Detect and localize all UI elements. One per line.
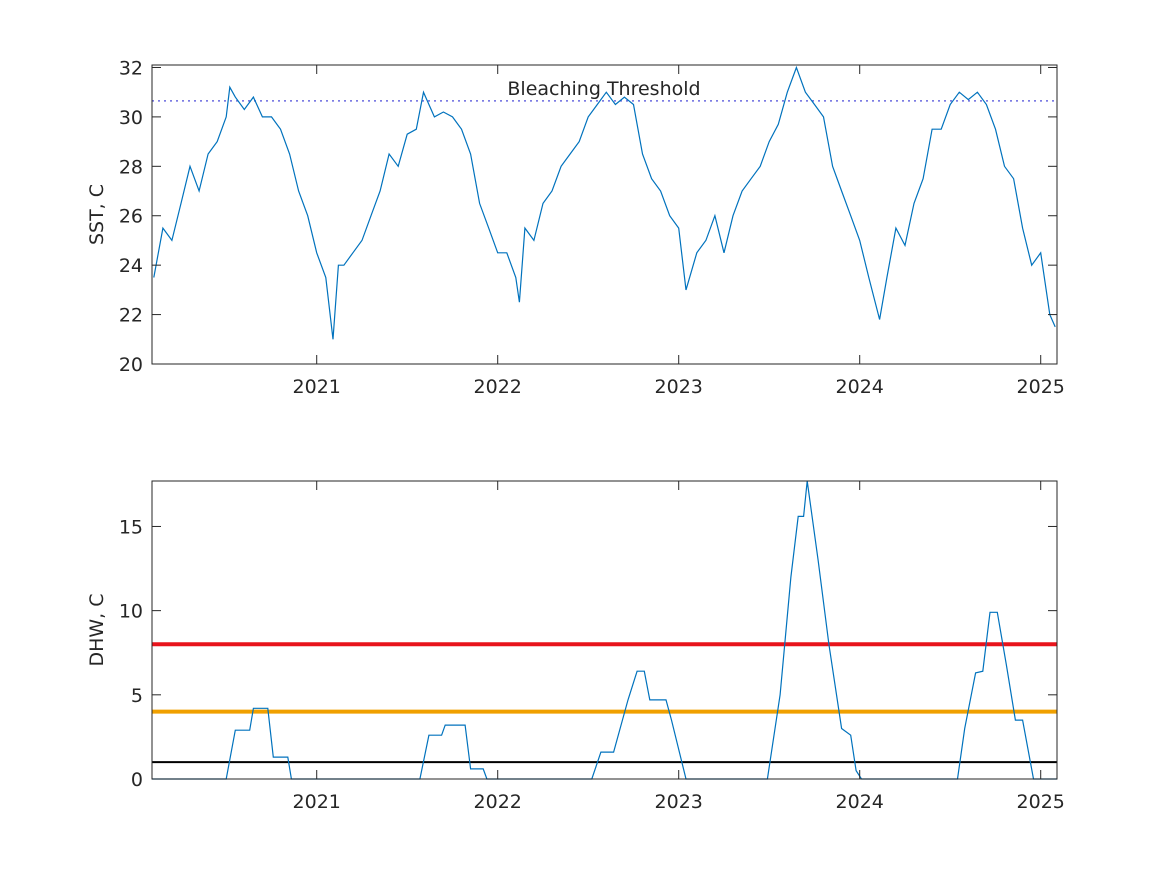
y-tick-label: 24	[119, 255, 143, 277]
y-tick-label: 22	[119, 305, 143, 327]
y-tick-label: 0	[131, 769, 143, 791]
x-tick-label: 2024	[836, 791, 884, 813]
x-tick-label: 2024	[836, 376, 884, 398]
y-tick-label: 15	[119, 516, 143, 538]
x-tick-label: 2023	[655, 791, 703, 813]
axes-box	[151, 480, 1058, 780]
x-tick-label: 2021	[293, 376, 341, 398]
y-axis-label: DHW, C	[86, 593, 108, 666]
x-tick-label: 2021	[293, 791, 341, 813]
y-tick-label: 20	[119, 354, 143, 376]
y-tick-label: 26	[119, 206, 143, 228]
x-tick-label: 2022	[474, 791, 522, 813]
x-tick-label: 2025	[1017, 376, 1065, 398]
y-tick-label: 30	[119, 107, 143, 129]
y-tick-label: 32	[119, 57, 143, 79]
data-line	[153, 65, 1056, 340]
x-tick-label: 2025	[1017, 791, 1065, 813]
axes-box	[151, 64, 1058, 365]
y-axis-label: SST, C	[86, 184, 108, 245]
y-tick-label: 10	[119, 601, 143, 623]
x-tick-label: 2022	[474, 376, 522, 398]
x-tick-label: 2023	[655, 376, 703, 398]
annotation: Bleaching Threshold	[507, 78, 700, 100]
y-tick-label: 28	[119, 156, 143, 178]
y-tick-label: 5	[131, 685, 143, 707]
